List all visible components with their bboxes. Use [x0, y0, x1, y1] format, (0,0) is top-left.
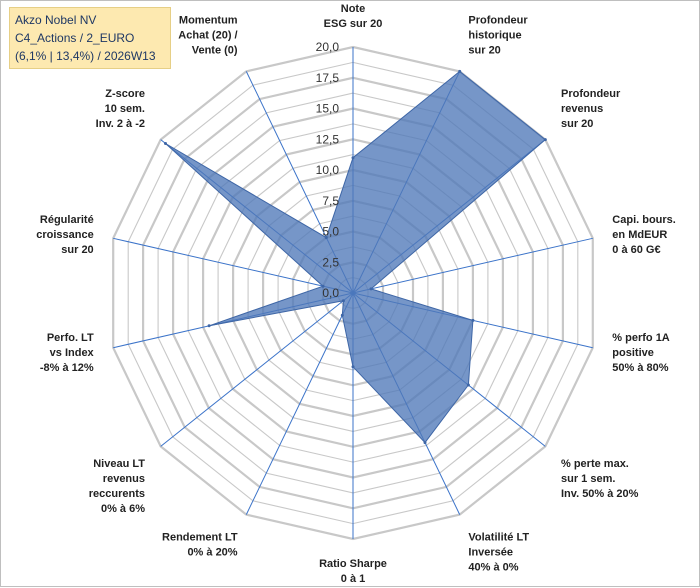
title-box: Akzo Nobel NV C4_Actions / 2_EURO (6,1% …	[9, 7, 171, 69]
data-layer	[164, 69, 547, 445]
data-point	[351, 365, 355, 369]
axis-label: Note ESG sur 20	[324, 3, 383, 30]
data-point	[543, 138, 547, 142]
axis-label: Capi. bours. en MdEUR 0 à 60 G€	[612, 214, 676, 256]
title-line-1: Akzo Nobel NV	[15, 13, 97, 27]
spoke-line	[160, 292, 354, 447]
title-line-2: C4_Actions / 2_EURO	[15, 31, 135, 45]
spoke-line	[352, 237, 593, 294]
axis-label: Momentum Achat (20) / Vente (0)	[178, 14, 238, 56]
data-point	[369, 287, 373, 291]
tick-label: 0,0	[322, 286, 339, 300]
data-point	[164, 142, 167, 145]
data-point	[466, 383, 470, 387]
axis-label: % perte max. sur 1 sem. Inv. 50% à 20%	[561, 458, 639, 500]
tick-label: 10,0	[316, 163, 340, 177]
spoke-line	[113, 237, 354, 294]
tick-labels: 0,0 2,5 5,0 7,5 10,0 12,5 15,0 17,5 20,0	[316, 40, 340, 300]
axis-label: Z-score 10 sem. Inv. 2 à -2	[96, 88, 145, 130]
data-point	[458, 69, 462, 73]
data-point	[324, 236, 328, 240]
data-point	[207, 324, 211, 328]
series-area	[165, 70, 547, 444]
data-point	[351, 156, 355, 160]
spoke-line	[245, 292, 354, 515]
axis-label: Profondeur revenus sur 20	[561, 88, 621, 130]
axis-label: Perfo. LT vs Index -8% à 12%	[40, 332, 95, 374]
axis-label: Profondeur historique sur 20	[468, 14, 528, 56]
title-line-3: (6,1% | 13,4%) / 2026W13	[15, 49, 156, 63]
data-point	[340, 313, 344, 317]
axis-label: Niveau LT revenus reccurents 0% à 6%	[89, 458, 146, 515]
tick-label: 20,0	[316, 40, 340, 54]
axis-label: Rendement LT 0% à 20%	[162, 532, 238, 559]
data-point	[423, 441, 427, 445]
data-point	[471, 318, 475, 322]
tick-label: 2,5	[322, 255, 339, 269]
tick-label: 17,5	[316, 71, 340, 85]
tick-label: 5,0	[322, 225, 339, 239]
axis-labels: Note ESG sur 20 Profondeur historique sur 20…	[36, 3, 676, 585]
axis-label: Volatilité LT Inversée 40% à 0%	[468, 532, 529, 574]
data-point	[321, 284, 325, 288]
axis-label: Régularité croissance sur 20	[36, 214, 93, 256]
axis-label: % perfo 1A positive 50% à 80%	[612, 332, 670, 374]
data-point	[341, 299, 345, 303]
tick-label: 7,5	[322, 194, 339, 208]
tick-label: 15,0	[316, 102, 340, 116]
tick-label: 12,5	[316, 132, 340, 146]
axis-label: Ratio Sharpe 0 à 1	[319, 558, 387, 585]
